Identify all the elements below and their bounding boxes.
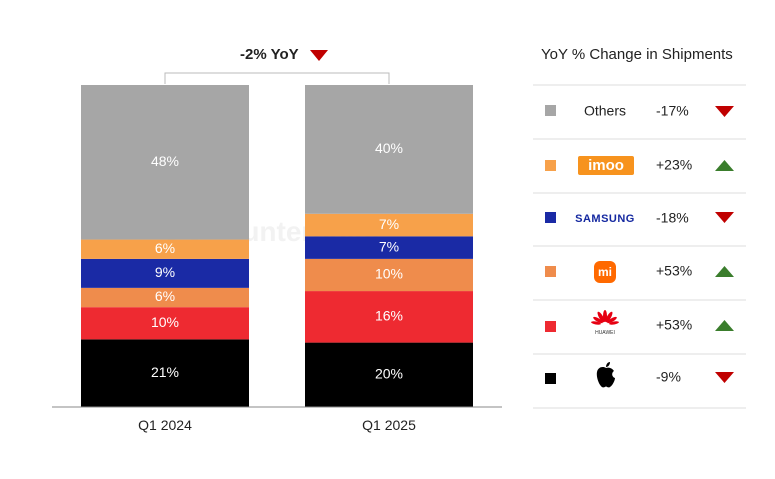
data-label-others-1: 40% <box>375 140 403 156</box>
imoo-logo-icon: imoo <box>578 156 634 175</box>
svg-text:imoo: imoo <box>588 157 624 174</box>
legend-swatch-xiaomi <box>545 266 556 277</box>
bar-segment-imoo-0 <box>81 239 249 259</box>
bar-segment-samsung-1 <box>305 236 473 259</box>
category-label-q1-2024: Q1 2024 <box>138 417 192 433</box>
legend-swatch-huawei <box>545 321 556 332</box>
bar-segment-huawei-0 <box>81 307 249 340</box>
legend-change-apple: -9% <box>656 369 681 385</box>
bar-segment-apple-1 <box>305 342 473 407</box>
down-arrow-icon <box>715 212 734 223</box>
data-label-samsung-0: 9% <box>155 264 175 280</box>
data-label-huawei-1: 16% <box>375 308 403 324</box>
legend-row-samsung: SAMSUNG -18% <box>533 210 746 247</box>
category-label-q1-2025: Q1 2025 <box>362 417 416 433</box>
data-label-imoo-1: 7% <box>379 216 399 232</box>
total-yoy-label: -2% YoY <box>240 46 299 63</box>
down-arrow-icon <box>715 106 734 117</box>
legend-change-samsung: -18% <box>656 210 689 226</box>
bar-segment-apple-0 <box>81 339 249 407</box>
legend-swatch-apple <box>545 373 556 384</box>
legend-swatch-others <box>545 105 556 116</box>
data-label-samsung-1: 7% <box>379 238 399 254</box>
bar-segment-huawei-1 <box>305 291 473 343</box>
samsung-logo-icon: SAMSUNG <box>575 213 635 225</box>
huawei-logo-icon: HUAWEI <box>591 310 619 336</box>
bar-segment-imoo-1 <box>305 213 473 237</box>
legend-change-xiaomi: +53% <box>656 263 692 279</box>
down-arrow-icon <box>715 372 734 383</box>
bar-segment-xiaomi-0 <box>81 287 249 308</box>
data-label-others-0: 48% <box>151 153 179 169</box>
data-label-apple-1: 20% <box>375 366 403 382</box>
svg-text:mi: mi <box>598 265 612 279</box>
data-label-imoo-0: 6% <box>155 240 175 256</box>
bars: 21% 10% 6% 9% 6% 48% 20% 16% 10% 7% 7% 40% <box>81 85 473 407</box>
legend-change-imoo: +23% <box>656 157 692 173</box>
bar-segment-others-1 <box>305 85 473 214</box>
legend-title: YoY % Change in Shipments <box>541 46 733 63</box>
legend-row-imoo: imoo +23% <box>533 156 746 194</box>
up-arrow-icon <box>715 320 734 331</box>
legend-name-others: Others <box>584 103 626 119</box>
legend-swatch-imoo <box>545 160 556 171</box>
data-label-xiaomi-0: 6% <box>155 288 175 304</box>
data-label-apple-0: 21% <box>151 364 179 380</box>
legend-row-xiaomi: mi +53% <box>533 261 746 301</box>
up-arrow-icon <box>715 160 734 171</box>
legend-row-huawei: HUAWEI +53% <box>533 310 746 355</box>
apple-logo-icon <box>596 362 615 388</box>
up-arrow-icon <box>715 266 734 277</box>
legend: YoY % Change in Shipments Others -17% im… <box>533 46 746 409</box>
data-label-xiaomi-1: 10% <box>375 266 403 282</box>
legend-row-apple: -9% <box>533 362 746 409</box>
legend-change-others: -17% <box>656 103 689 119</box>
bar-segment-samsung-0 <box>81 258 249 288</box>
legend-change-huawei: +53% <box>656 317 692 333</box>
bar-segment-xiaomi-1 <box>305 258 473 292</box>
total-yoy-down-arrow-icon <box>310 50 328 61</box>
svg-text:HUAWEI: HUAWEI <box>595 330 615 336</box>
legend-row-others: Others -17% <box>533 103 746 140</box>
legend-swatch-samsung <box>545 212 556 223</box>
bar-segment-others-0 <box>81 85 249 240</box>
data-label-huawei-0: 10% <box>151 314 179 330</box>
total-yoy-bracket: -2% YoY <box>164 46 390 84</box>
xiaomi-logo-icon: mi <box>594 261 616 283</box>
